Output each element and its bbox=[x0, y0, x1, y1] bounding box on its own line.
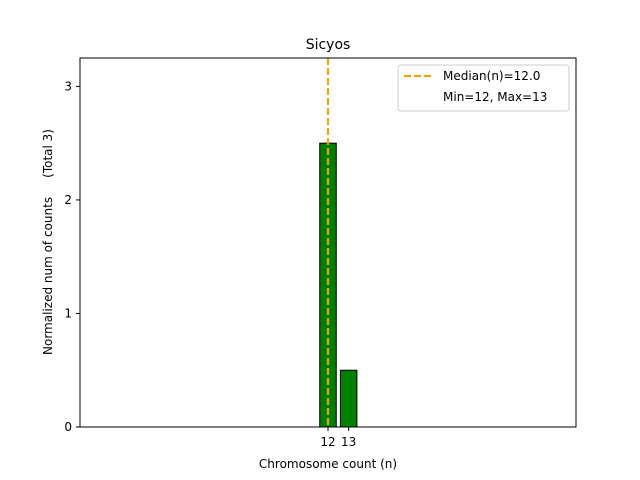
y-axis-label: Normalized num of counts (Total 3) bbox=[41, 129, 55, 355]
x-axis: 12 13 bbox=[320, 427, 356, 449]
y-tick-label: 0 bbox=[64, 420, 72, 434]
x-axis-label: Chromosome count (n) bbox=[259, 457, 397, 471]
y-tick-label: 3 bbox=[64, 79, 72, 93]
legend: Median(n)=12.0 Min=12, Max=13 bbox=[397, 64, 570, 112]
bar-13 bbox=[339, 369, 358, 428]
bars bbox=[319, 142, 358, 428]
legend-box bbox=[397, 64, 570, 112]
y-axis: 0 1 2 3 bbox=[64, 79, 80, 434]
chart-title: Sicyos bbox=[306, 37, 351, 53]
x-tick-label: 13 bbox=[341, 435, 356, 449]
legend-entry-range: Min=12, Max=13 bbox=[443, 90, 547, 104]
y-tick-label: 2 bbox=[64, 193, 72, 207]
x-tick-label: 12 bbox=[320, 435, 335, 449]
legend-entry-median: Median(n)=12.0 bbox=[443, 69, 540, 83]
y-tick-label: 1 bbox=[64, 306, 72, 320]
